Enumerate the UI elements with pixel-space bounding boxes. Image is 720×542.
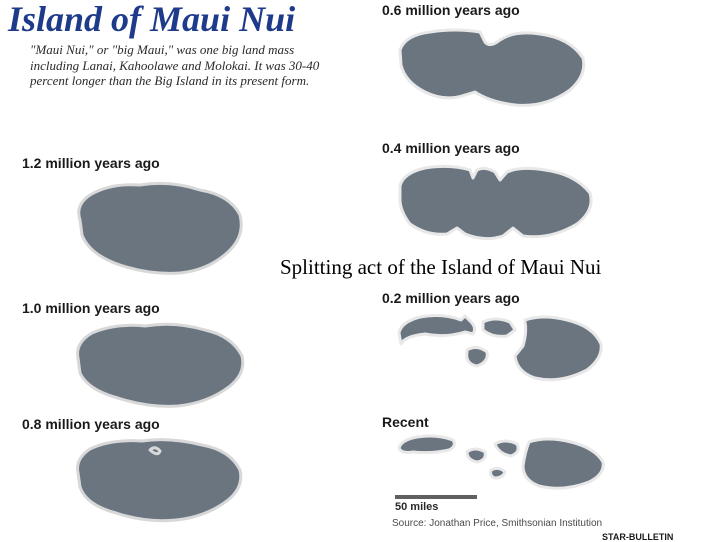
intro-text: "Maui Nui," or "big Maui," was one big l… xyxy=(30,42,320,89)
scale-line xyxy=(395,495,477,499)
island-shape-0 xyxy=(70,175,250,285)
island-shape-1 xyxy=(70,318,250,413)
time-label-3: 0.6 million years ago xyxy=(382,2,520,18)
caption-overlay: Splitting act of the Island of Maui Nui xyxy=(280,255,601,280)
time-label-2: 0.8 million years ago xyxy=(22,416,160,432)
island-shape-2 xyxy=(70,435,250,530)
time-label-5: 0.2 million years ago xyxy=(382,290,520,306)
time-label-0: 1.2 million years ago xyxy=(22,155,160,171)
time-label-1: 1.0 million years ago xyxy=(22,300,160,316)
scale-label: 50 miles xyxy=(395,501,438,513)
island-shape-6 xyxy=(395,430,610,495)
time-label-6: Recent xyxy=(382,414,429,430)
publication-credit: STAR-BULLETIN xyxy=(602,532,673,542)
island-shape-4 xyxy=(395,158,605,253)
scale-bar: 50 miles xyxy=(395,495,477,513)
time-label-4: 0.4 million years ago xyxy=(382,140,520,156)
island-shape-5 xyxy=(395,308,610,398)
source-credit: Source: Jonathan Price, Smithsonian Inst… xyxy=(392,518,602,529)
page-title: Island of Maui Nui xyxy=(8,0,295,40)
island-shape-3 xyxy=(395,20,595,120)
